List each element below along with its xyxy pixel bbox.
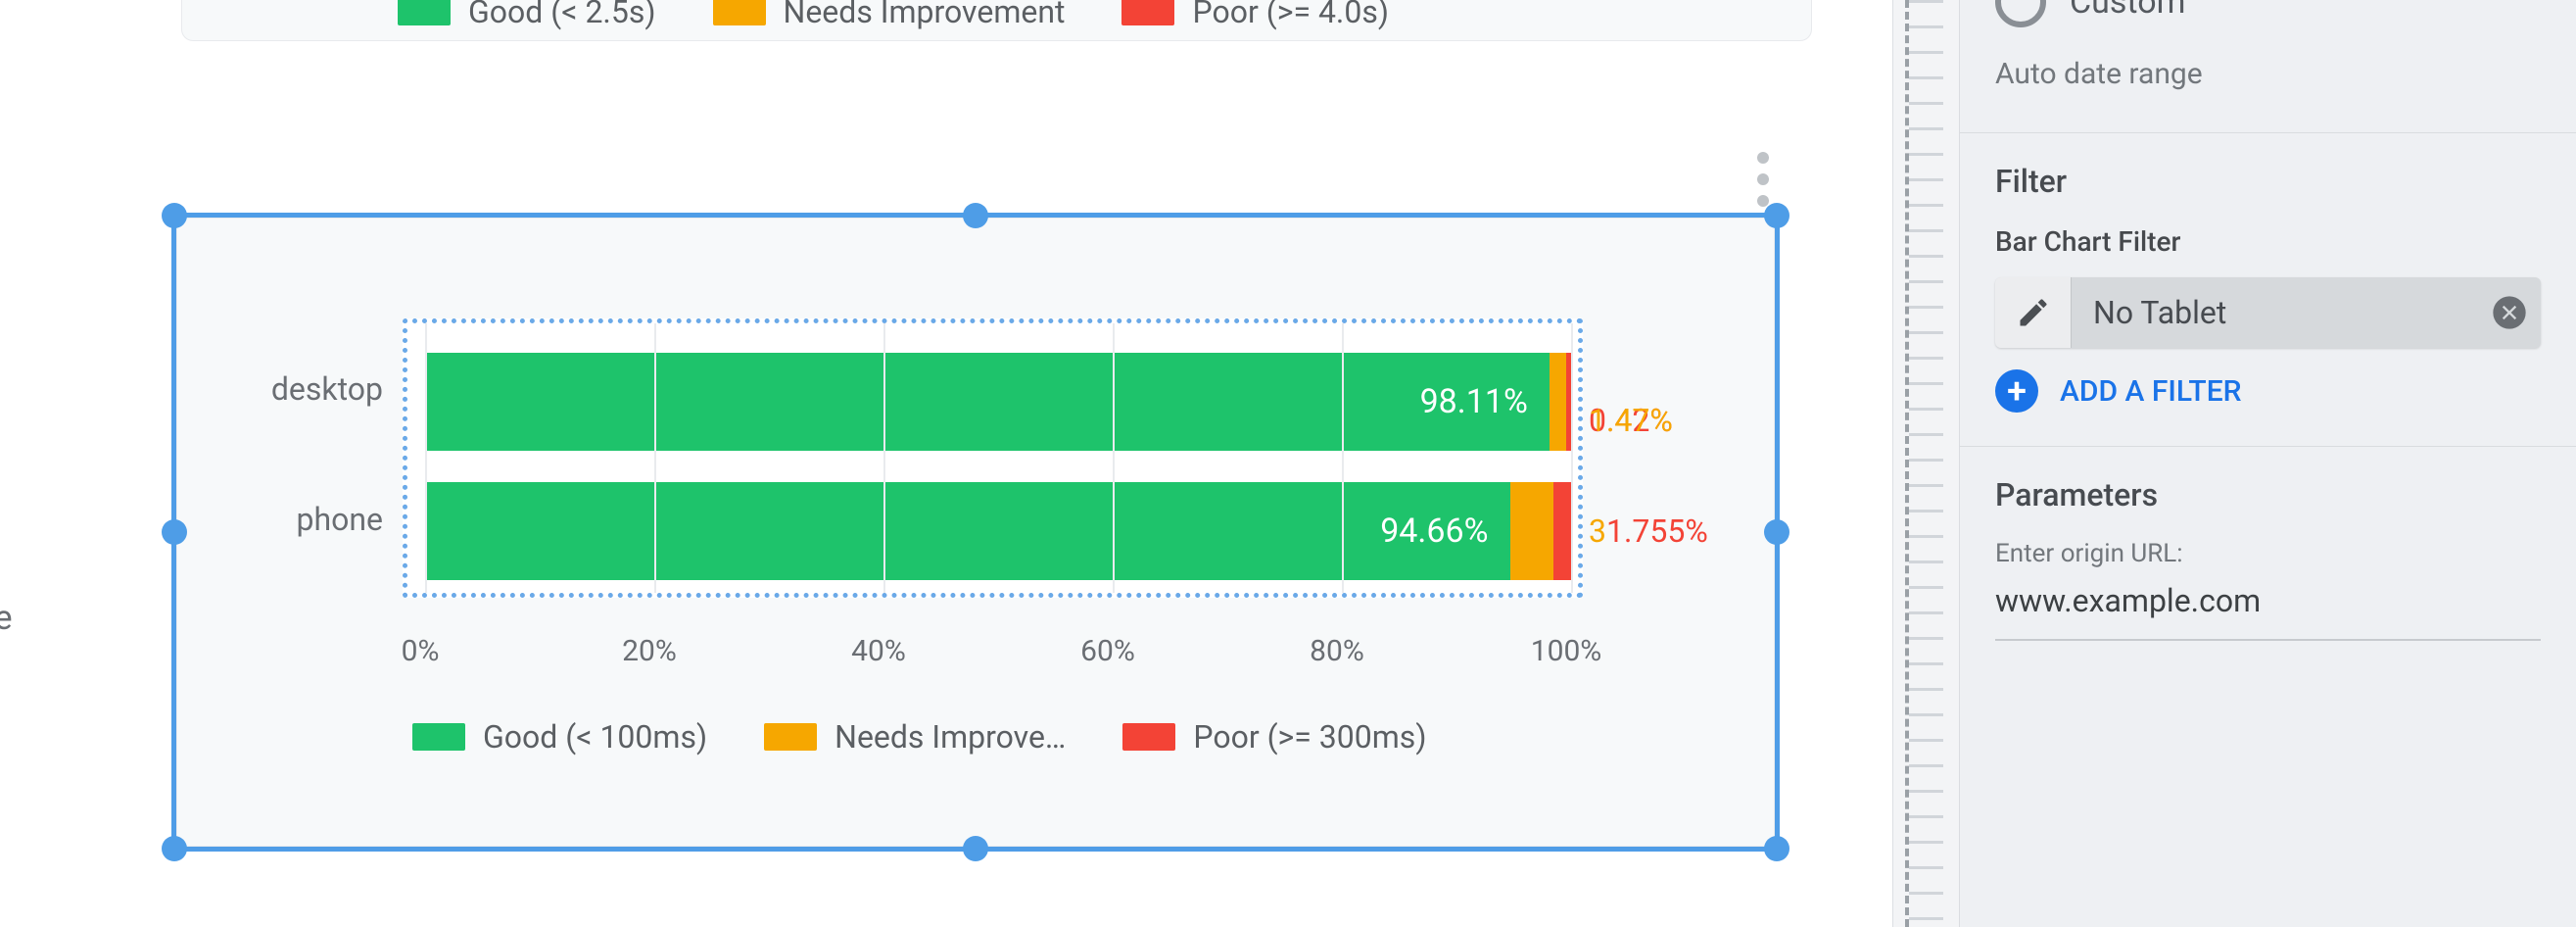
- upper-chart-card: Good (< 2.5s) Needs Improvement Poor (>=…: [181, 0, 1812, 41]
- bar-row-desktop: 98.11%0.42%1.47%: [425, 353, 1571, 451]
- gridline: [1113, 323, 1115, 593]
- bar-segment: 94.66%: [425, 482, 1510, 580]
- plus-circle-icon: +: [1995, 369, 2038, 413]
- bar-value-label: 94.66%: [1380, 512, 1488, 551]
- legend-swatch-good: [412, 723, 465, 751]
- auto-date-range-label[interactable]: Auto date range: [1995, 57, 2541, 91]
- report-canvas[interactable]: Good (< 2.5s) Needs Improvement Poor (>=…: [0, 0, 1881, 927]
- legend-label: Needs Improvement: [784, 0, 1066, 30]
- legend-label: Good (< 100ms): [483, 718, 707, 756]
- bar-row-phone: 94.66%31.755%: [425, 482, 1571, 580]
- legend-item: Poor (>= 300ms): [1122, 718, 1426, 756]
- legend-swatch-poor: [1121, 0, 1174, 25]
- gridline: [1342, 323, 1344, 593]
- resize-handle-se[interactable]: [1764, 836, 1789, 861]
- x-axis-tick: 100%: [1531, 634, 1602, 668]
- legend-swatch-good: [398, 0, 451, 25]
- category-label: desktop: [187, 370, 383, 408]
- canvas-boundary-ruler: [1892, 0, 1959, 927]
- gridline: [883, 323, 885, 593]
- x-axis-tick: 60%: [1080, 634, 1135, 668]
- overflow-value-labels: 31.755%: [1571, 512, 1708, 550]
- x-axis-tick: 80%: [1310, 634, 1364, 668]
- legend-label: Good (< 2.5s): [468, 0, 656, 30]
- canvas-edge-dashed-icon: [1905, 0, 1909, 927]
- legend-swatch-poor: [1122, 723, 1175, 751]
- legend-swatch-needs: [713, 0, 766, 25]
- resize-handle-ne[interactable]: [1764, 203, 1789, 228]
- legend-item: Poor (>= 4.0s): [1121, 0, 1389, 30]
- resize-handle-n[interactable]: [963, 203, 988, 228]
- x-axis: 0%20%40%60%80%100%: [403, 612, 1583, 671]
- properties-panel: Custom Auto date range Filter Bar Chart …: [1959, 0, 2576, 927]
- legend-label: Needs Improve…: [835, 718, 1066, 756]
- section-title: Filter: [1995, 163, 2541, 200]
- parameter-prompt: Enter origin URL:: [1995, 539, 2541, 568]
- legend-label: Poor (>= 4.0s): [1192, 0, 1389, 30]
- section-title: Parameters: [1995, 476, 2541, 513]
- add-filter-label: ADD A FILTER: [2060, 374, 2242, 409]
- bar-segment: [1553, 482, 1571, 580]
- filter-chip-label: No Tablet: [2072, 294, 2478, 331]
- bar-segment: 98.11%: [425, 353, 1550, 451]
- add-filter-button[interactable]: + ADD A FILTER: [1995, 369, 2541, 413]
- bar-chart-card[interactable]: desktop phone 98.11%0.42%1.47% 94.66%31.…: [176, 218, 1775, 847]
- gridline: [425, 323, 427, 593]
- resize-handle-e[interactable]: [1764, 519, 1789, 545]
- filter-section: Filter Bar Chart Filter No Tablet + ADD …: [1960, 132, 2576, 446]
- edit-filter-button[interactable]: [1995, 277, 2072, 348]
- legend-item: Good (< 2.5s): [398, 0, 656, 30]
- x-axis-tick: 20%: [622, 634, 677, 668]
- close-circle-icon: [2490, 293, 2529, 332]
- origin-url-input[interactable]: www.example.com: [1995, 582, 2541, 629]
- parameters-section: Parameters Enter origin URL: www.example…: [1960, 446, 2576, 674]
- section-subtitle: Bar Chart Filter: [1995, 225, 2541, 258]
- truncated-text: e: [0, 598, 13, 638]
- legend-item: Good (< 100ms): [412, 718, 707, 756]
- resize-handle-w[interactable]: [162, 519, 187, 545]
- bar-segment: [1550, 353, 1566, 451]
- gridline: [1571, 323, 1573, 593]
- chart-options-kebab-icon[interactable]: [1757, 152, 1769, 207]
- radio-unchecked-icon: [1995, 0, 2046, 27]
- legend-item: Needs Improvement: [713, 0, 1066, 30]
- plot-area: 98.11%0.42%1.47% 94.66%31.755%: [403, 318, 1583, 598]
- legend-label: Poor (>= 300ms): [1193, 718, 1426, 756]
- legend-swatch-needs: [764, 723, 817, 751]
- bar-segment: [1510, 482, 1553, 580]
- date-range-custom-radio[interactable]: Custom: [1995, 0, 2541, 27]
- x-axis-tick: 40%: [851, 634, 906, 668]
- x-axis-tick: 0%: [402, 634, 440, 668]
- bar-value-label: 98.11%: [1420, 382, 1528, 421]
- resize-handle-s[interactable]: [963, 836, 988, 861]
- upper-chart-legend: Good (< 2.5s) Needs Improvement Poor (>=…: [398, 0, 1389, 30]
- date-range-section: Custom Auto date range: [1960, 0, 2576, 132]
- category-label: phone: [187, 501, 383, 538]
- filter-chip[interactable]: No Tablet: [1995, 277, 2541, 348]
- selection-frame[interactable]: desktop phone 98.11%0.42%1.47% 94.66%31.…: [171, 213, 1780, 852]
- radio-label: Custom: [2070, 0, 2185, 22]
- legend-item: Needs Improve…: [764, 718, 1066, 756]
- pencil-icon: [2016, 295, 2051, 330]
- remove-filter-button[interactable]: [2478, 277, 2541, 348]
- chart-legend: Good (< 100ms) Needs Improve… Poor (>= 3…: [412, 718, 1426, 756]
- resize-handle-sw[interactable]: [162, 836, 187, 861]
- resize-handle-nw[interactable]: [162, 203, 187, 228]
- gridline: [654, 323, 656, 593]
- input-underline: [1995, 639, 2541, 641]
